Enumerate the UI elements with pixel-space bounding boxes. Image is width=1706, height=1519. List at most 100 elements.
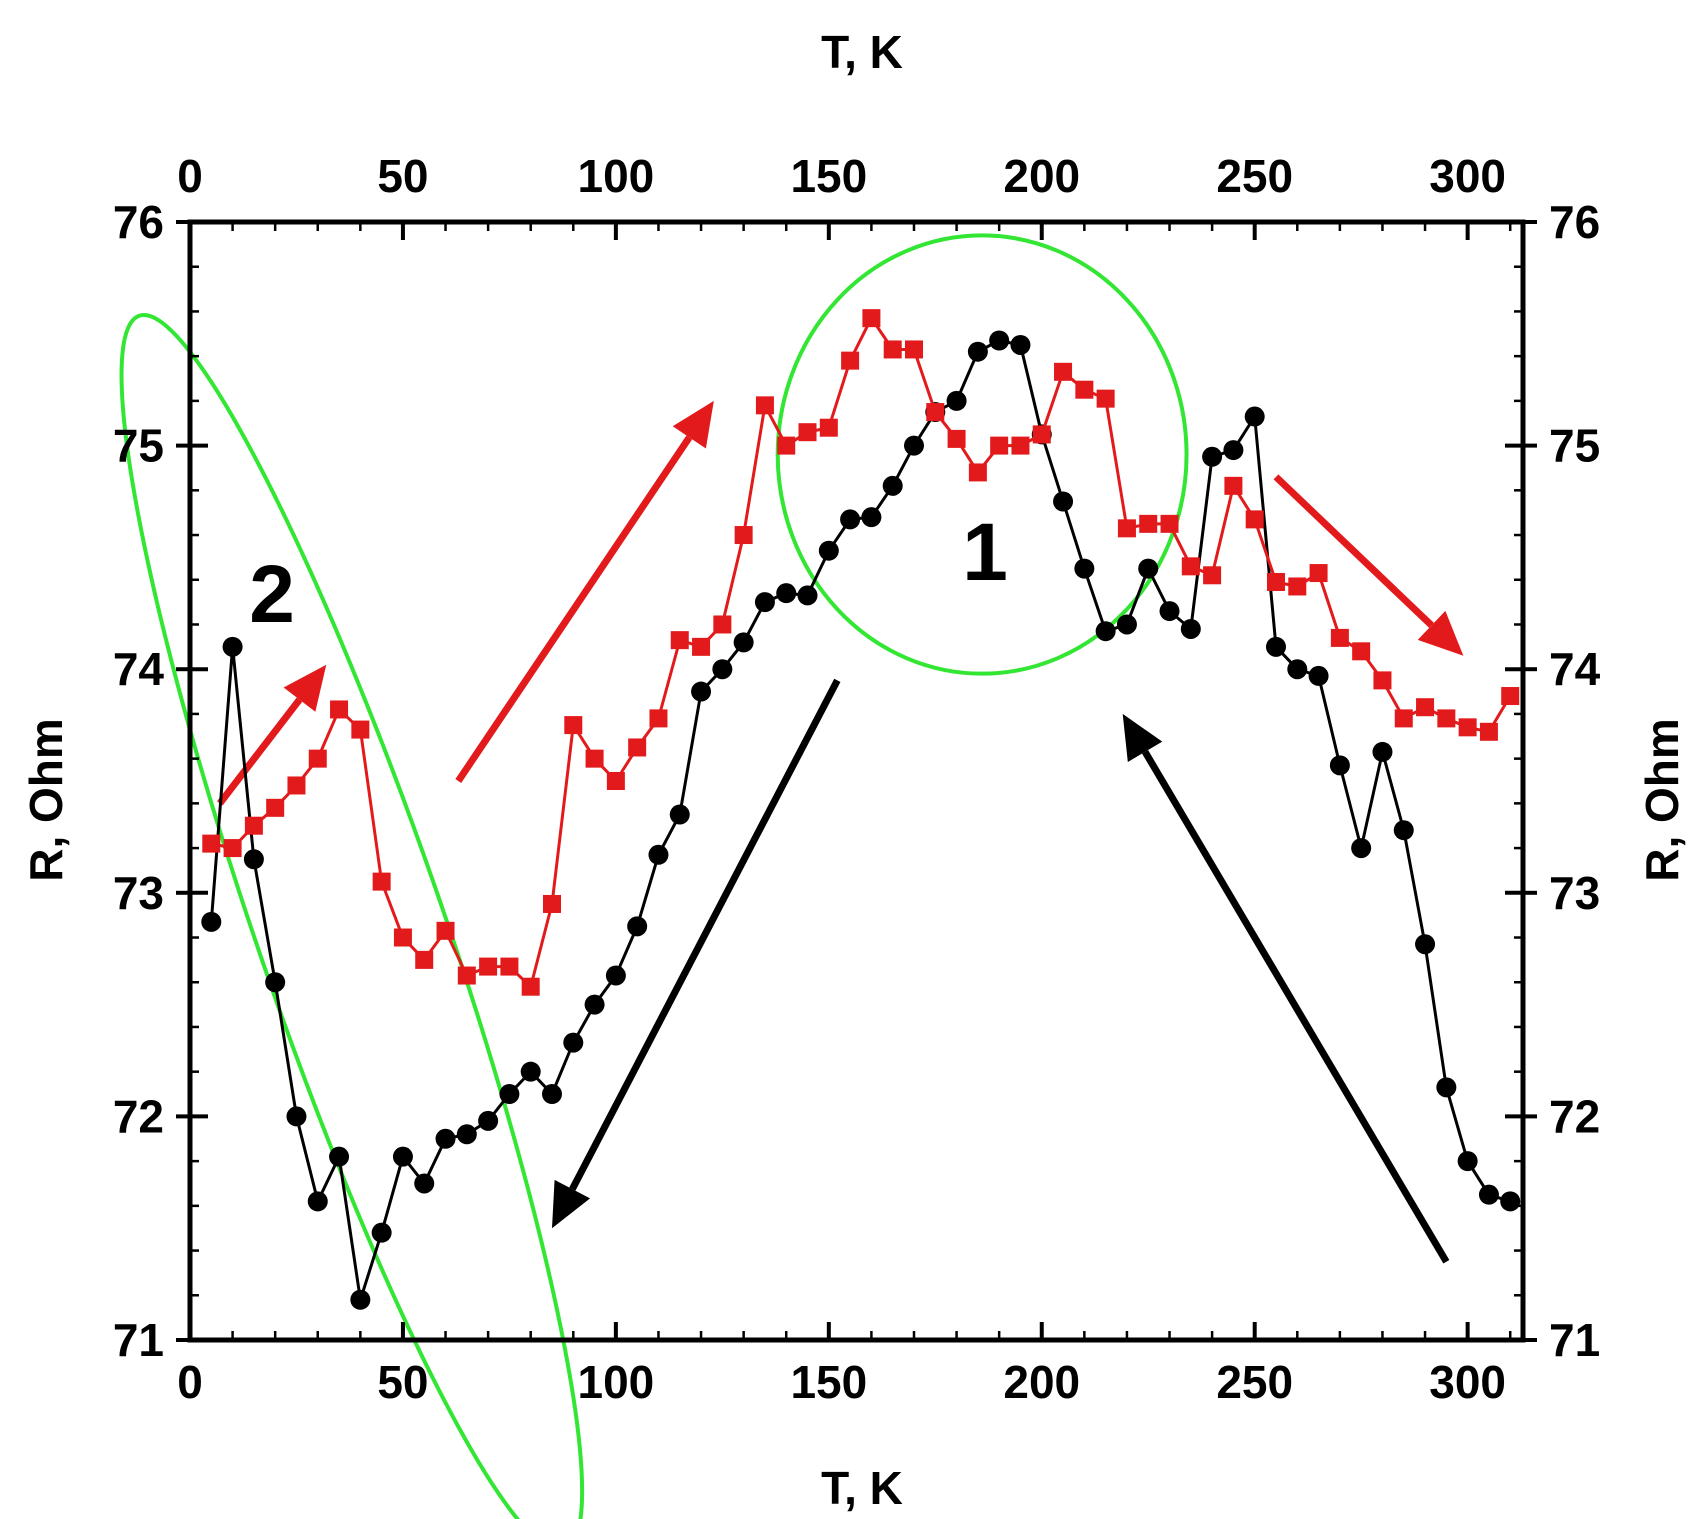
y-tick-label-right: 75 bbox=[1549, 420, 1600, 472]
arrow-black-down-left bbox=[551, 678, 841, 1229]
data-point bbox=[202, 834, 221, 853]
x-tick-label-bottom: 300 bbox=[1429, 1356, 1506, 1408]
data-point bbox=[1032, 425, 1051, 444]
data-point bbox=[967, 341, 988, 362]
data-point bbox=[457, 966, 476, 985]
data-point bbox=[1138, 558, 1159, 579]
data-point bbox=[1308, 665, 1329, 686]
arrow-red-up-middle bbox=[455, 400, 714, 783]
data-point bbox=[1010, 334, 1031, 355]
arrow-head bbox=[1122, 713, 1163, 762]
arrow-head bbox=[551, 1179, 591, 1229]
data-point bbox=[500, 957, 519, 976]
data-point bbox=[841, 351, 860, 370]
data-point bbox=[1288, 577, 1307, 596]
arrow-shaft bbox=[455, 435, 693, 783]
data-point bbox=[712, 659, 733, 680]
data-point bbox=[1436, 1077, 1457, 1098]
data-point bbox=[521, 977, 540, 996]
data-point bbox=[968, 463, 987, 482]
x-tick-label-top: 250 bbox=[1216, 150, 1293, 202]
data-point bbox=[1393, 820, 1414, 841]
x-axis-title-top: T, K bbox=[821, 26, 903, 78]
arrow-head bbox=[283, 664, 327, 712]
arrow-shaft bbox=[1273, 474, 1434, 628]
data-point bbox=[1372, 741, 1393, 762]
data-point bbox=[1053, 491, 1074, 512]
data-point bbox=[605, 965, 626, 986]
y-tick-label-left: 73 bbox=[113, 867, 164, 919]
data-point bbox=[392, 1146, 413, 1167]
data-point bbox=[1351, 838, 1372, 859]
data-point bbox=[798, 423, 817, 442]
data-point bbox=[1309, 564, 1328, 583]
data-point bbox=[308, 749, 327, 768]
data-point bbox=[1180, 618, 1201, 639]
data-point bbox=[435, 1128, 456, 1149]
data-point bbox=[1287, 659, 1308, 680]
x-tick-label-bottom: 150 bbox=[790, 1356, 867, 1408]
data-point bbox=[307, 1191, 328, 1212]
data-point bbox=[669, 804, 690, 825]
data-point bbox=[713, 615, 732, 634]
data-point bbox=[1458, 718, 1477, 737]
data-point bbox=[244, 816, 263, 835]
data-point bbox=[883, 340, 902, 359]
data-point bbox=[1223, 440, 1244, 461]
data-point bbox=[479, 957, 498, 976]
data-point bbox=[415, 950, 434, 969]
y-tick-label-right: 74 bbox=[1549, 643, 1601, 695]
data-point bbox=[564, 716, 583, 735]
arrow-head bbox=[672, 400, 714, 449]
data-point bbox=[585, 749, 604, 768]
arrow-shaft bbox=[217, 697, 303, 806]
annotation-region-1: 1 bbox=[962, 507, 1008, 598]
data-point bbox=[541, 1084, 562, 1105]
x-tick-label-bottom: 0 bbox=[177, 1356, 203, 1408]
data-point bbox=[1159, 601, 1180, 622]
x-tick-label-top: 150 bbox=[790, 150, 867, 202]
data-point bbox=[1457, 1151, 1478, 1172]
data-point bbox=[861, 507, 882, 528]
data-point bbox=[351, 720, 370, 739]
data-point bbox=[692, 637, 711, 656]
data-point bbox=[1415, 934, 1436, 955]
series-1 bbox=[201, 330, 1521, 1310]
data-point bbox=[372, 872, 391, 891]
arrow-black-up-right bbox=[1122, 713, 1450, 1264]
data-point bbox=[371, 1222, 392, 1243]
plot-frame bbox=[187, 219, 1526, 1343]
data-point bbox=[990, 436, 1009, 455]
data-point bbox=[414, 1173, 435, 1194]
data-point bbox=[691, 681, 712, 702]
series-2 bbox=[202, 309, 1520, 996]
data-point bbox=[1479, 722, 1498, 741]
x-tick-label-top: 300 bbox=[1429, 150, 1506, 202]
data-point bbox=[1202, 446, 1223, 467]
data-point bbox=[563, 1032, 584, 1053]
ellipse-region-1 bbox=[775, 233, 1189, 676]
data-point bbox=[330, 700, 349, 719]
data-point bbox=[903, 435, 924, 456]
data-point bbox=[329, 1146, 350, 1167]
data-point bbox=[627, 916, 648, 937]
data-point bbox=[1224, 476, 1243, 495]
data-point bbox=[1266, 572, 1285, 591]
data-point bbox=[1416, 698, 1435, 717]
y-tick-label-right: 76 bbox=[1549, 196, 1600, 248]
data-point bbox=[222, 636, 243, 657]
data-point bbox=[1139, 514, 1158, 533]
data-point bbox=[670, 631, 689, 650]
chart-annotations-layer bbox=[119, 233, 1464, 1519]
x-tick-label-top: 100 bbox=[578, 150, 655, 202]
data-point bbox=[436, 921, 455, 940]
data-point bbox=[733, 632, 754, 653]
data-point bbox=[1501, 687, 1520, 706]
data-point bbox=[926, 403, 945, 422]
arrow-shaft bbox=[569, 678, 841, 1191]
y-tick-label-right: 73 bbox=[1549, 867, 1600, 919]
data-point bbox=[840, 509, 861, 530]
series-layer bbox=[201, 309, 1521, 1310]
x-tick-label-bottom: 100 bbox=[578, 1356, 655, 1408]
